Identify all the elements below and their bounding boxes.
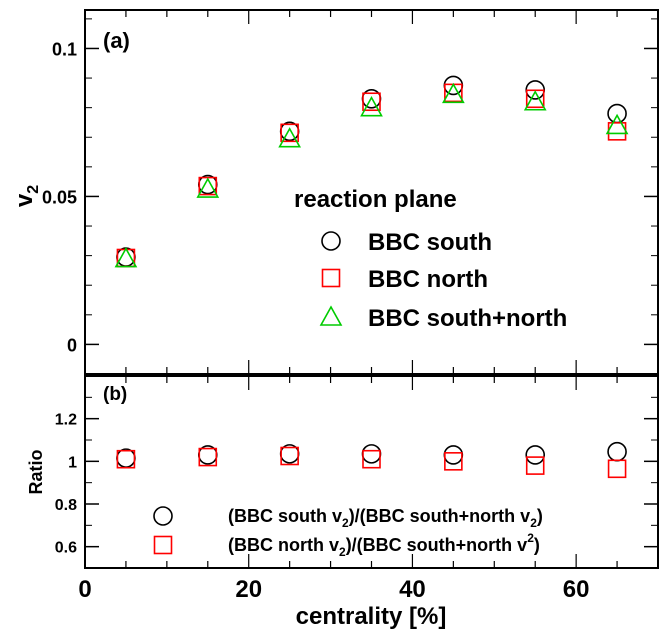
y-axis-label-b: Ratio: [26, 449, 46, 494]
data-point-b: [443, 445, 464, 465]
data-point-b: [280, 446, 299, 466]
y-tick-label-a: 0: [67, 335, 77, 355]
legend-marker-a: [319, 305, 343, 326]
data-point-b: [607, 441, 627, 462]
legend-marker-a: [321, 268, 341, 288]
legend-label-a: BBC south+north: [368, 305, 567, 332]
legend-marker-b: [153, 535, 173, 555]
data-point-a: [114, 246, 138, 268]
legend-label-a: BBC south: [368, 229, 492, 256]
data-point-a: [116, 247, 136, 267]
y-tick-label-b: 1: [68, 454, 77, 471]
legend-marker-b: [153, 506, 173, 526]
data-point-b: [198, 447, 218, 467]
y-tick-label-b: 0.8: [55, 497, 77, 514]
legend-label-b: (BBC south v2)/(BBC south+north v2): [228, 506, 543, 530]
x-tick-label: 20: [235, 576, 262, 603]
legend-marker-a: [321, 231, 341, 251]
panel-label-b: (b): [103, 384, 127, 405]
legend-label-b: (BBC north v2)/(BBC south+north v2): [228, 531, 540, 559]
legend-label-a: BBC north: [368, 266, 488, 293]
data-point-a: [278, 127, 302, 148]
data-point-a: [607, 103, 627, 124]
data-point-b: [525, 445, 546, 465]
data-point-b: [444, 452, 463, 471]
y-tick-label-b: 1.2: [55, 412, 77, 429]
data-point-b: [116, 448, 136, 468]
panel-b: 0.6 0.8 1 1.2 0 20 40 60 (b) Ratio centrality [%] (…: [26, 375, 659, 630]
data-point-a: [360, 96, 383, 117]
data-point-b: [361, 444, 382, 464]
data-point-a: [362, 92, 381, 112]
data-point-a: [441, 82, 465, 104]
y-tick-label-a: 0.05: [42, 187, 77, 207]
x-tick-label: 60: [563, 576, 590, 603]
y-tick-label-b: 0.6: [55, 540, 77, 557]
x-tick-label: 0: [78, 576, 91, 603]
y-axis-label-a: v2: [11, 185, 42, 207]
data-point-b: [116, 449, 136, 469]
data-point-b: [607, 459, 627, 479]
panel-a: 0 0.05 0.1 (a) v2 reaction plane BBC south BBC …: [11, 9, 659, 375]
data-point-b: [362, 449, 381, 469]
x-axis-label: centrality [%]: [296, 603, 447, 630]
legend-title-a: reaction plane: [294, 186, 457, 213]
data-point-b: [525, 456, 545, 475]
data-point-a: [196, 177, 220, 198]
x-tick-label: 40: [399, 576, 426, 603]
data-point-a: [280, 123, 299, 143]
data-point-a: [605, 113, 629, 135]
data-point-a: [523, 90, 547, 111]
panel-label-a: (a): [103, 28, 130, 53]
y-tick-label-a: 0.1: [52, 39, 77, 59]
